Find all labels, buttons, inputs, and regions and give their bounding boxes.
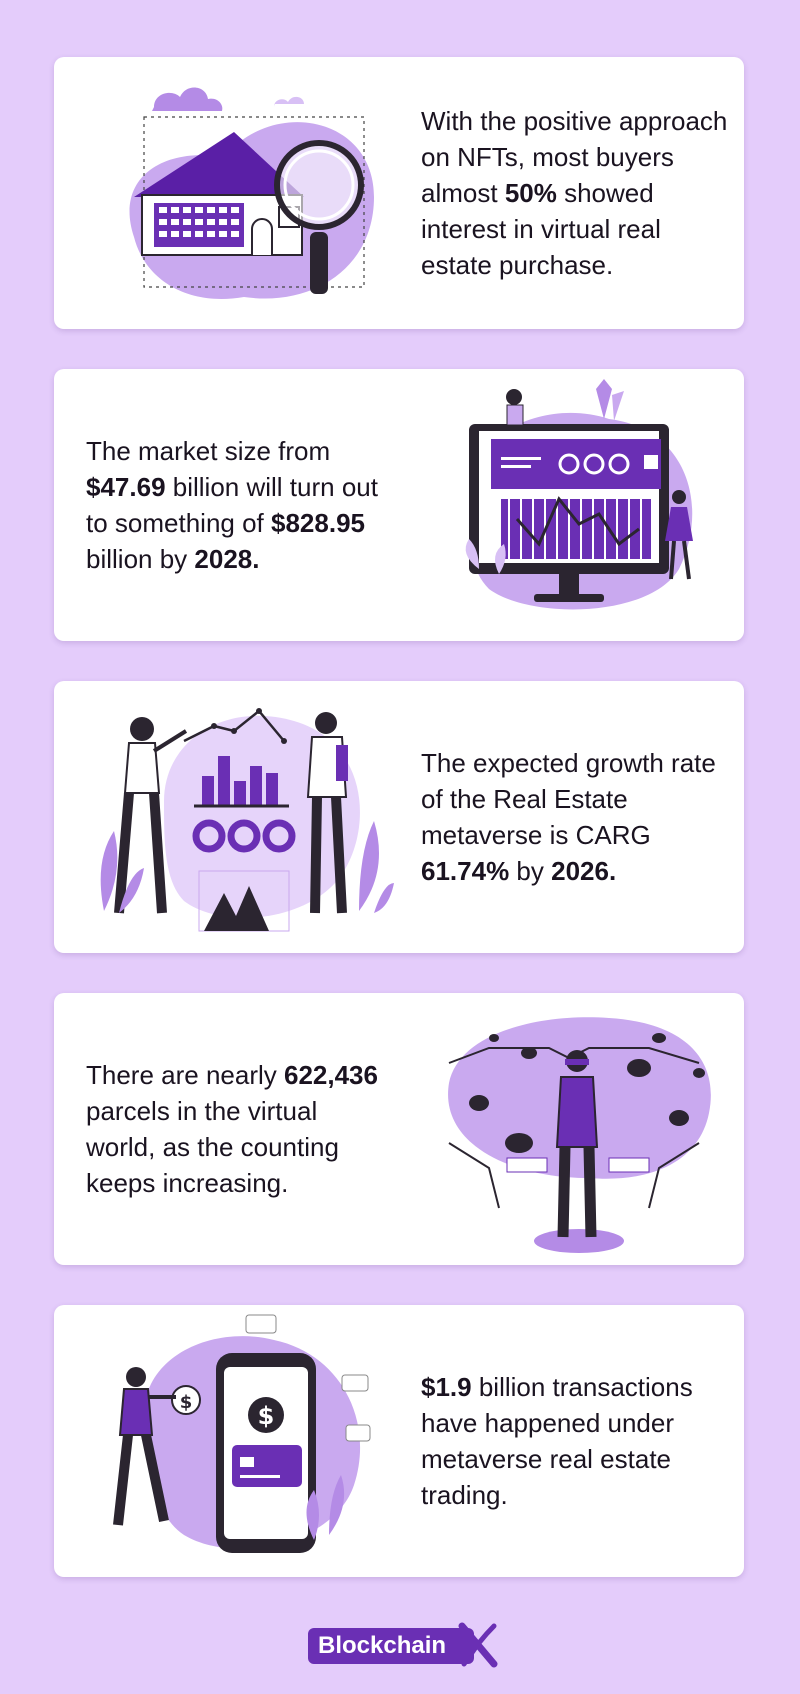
stat-card-nft-interest: With the positive approach on NFTs, most… <box>54 57 744 329</box>
stat-card-parcels: There are nearly 622,436 parcels in the … <box>54 993 744 1265</box>
highlight-value: $47.69 <box>86 472 166 502</box>
highlight-value: 50% <box>504 178 557 208</box>
highlight-value: 61.74% <box>421 856 510 886</box>
stat-text: With the positive approach on NFTs, most… <box>421 57 731 329</box>
text-segment: parcels in the virtual world, as the cou… <box>86 1096 339 1198</box>
svg-text:$: $ <box>258 1402 275 1430</box>
text-segment: The market size from <box>86 436 331 466</box>
text-segment: billion by <box>86 544 195 574</box>
stat-text: $1.9 billion transactions have happened … <box>421 1305 731 1577</box>
stat-card-transactions: $ $ $1.9 billion transactions have happe… <box>54 1305 744 1577</box>
stat-text: There are nearly 622,436 parcels in the … <box>86 993 386 1265</box>
highlight-value: 2026. <box>551 856 617 886</box>
people-chart-icon <box>74 681 404 953</box>
highlight-value: $828.95 <box>271 508 365 538</box>
highlight-value: 622,436 <box>283 1060 378 1090</box>
house-magnifier-icon <box>74 57 404 329</box>
highlight-value: 2028. <box>194 544 260 574</box>
virtual-world-person-icon <box>409 993 739 1265</box>
text-segment: There are nearly <box>86 1060 284 1090</box>
logo-x-mark-icon <box>458 1622 498 1668</box>
blockchainx-logo: Blockchain <box>308 1620 498 1668</box>
stat-text: The market size from $47.69 billion will… <box>86 369 386 641</box>
text-segment: With the positive approach on NFTs, most… <box>421 106 728 208</box>
text-segment: billion will turn out to something of <box>86 472 378 538</box>
stat-text: The expected growth rate of the Real Est… <box>421 681 731 953</box>
text-segment: The expected growth rate of the Real Est… <box>421 748 716 850</box>
stat-card-market-size: The market size from $47.69 billion will… <box>54 369 744 641</box>
dashboard-monitor-icon <box>409 369 739 641</box>
logo-wordmark: Blockchain <box>308 1628 474 1664</box>
text-segment: billion transactions have happened under… <box>421 1372 693 1510</box>
stat-card-growth-rate: The expected growth rate of the Real Est… <box>54 681 744 953</box>
highlight-value: $1.9 <box>421 1372 472 1402</box>
text-segment: showed interest in virtual real estate p… <box>421 178 661 280</box>
svg-text:$: $ <box>180 1392 193 1413</box>
phone-payment-icon: $ $ <box>74 1305 404 1577</box>
text-segment: by <box>509 856 552 886</box>
